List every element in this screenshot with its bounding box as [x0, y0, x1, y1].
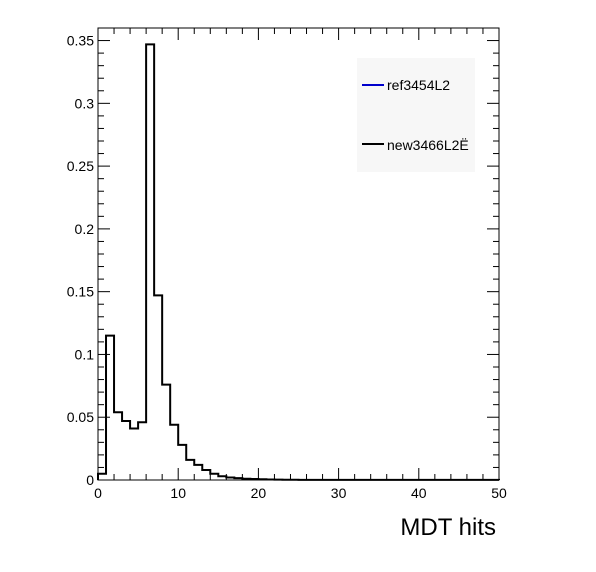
x-tick-label: 10	[170, 485, 186, 501]
y-axis-ticks: 0 0.05 0.1 0.15 0.2 0.25 0.3 0.35	[67, 27, 499, 488]
y-tick-label: 0.05	[67, 409, 94, 425]
y-tick-label: 0	[86, 472, 94, 488]
series-lines	[97, 43, 500, 481]
legend-label-ref: ref3454L2	[387, 77, 450, 93]
x-axis-ticks: 0 10 20 30 40 50	[94, 28, 507, 501]
y-tick-label: 0.35	[67, 33, 94, 49]
y-tick-label: 0.2	[75, 221, 95, 237]
legend: ref3454L2 new3466L2Ë	[357, 58, 475, 172]
legend-box	[357, 58, 475, 172]
x-tick-label: 40	[411, 485, 427, 501]
x-tick-label: 20	[251, 485, 267, 501]
x-tick-label: 50	[491, 485, 507, 501]
y-tick-label: 0.25	[67, 158, 94, 174]
y-tick-label: 0.15	[67, 284, 94, 300]
x-axis-title: MDT hits	[400, 514, 496, 541]
y-tick-label: 0.1	[75, 346, 95, 362]
x-tick-label: 30	[331, 485, 347, 501]
series-step-line-1	[97, 43, 500, 481]
x-tick-label: 0	[94, 485, 102, 501]
y-tick-label: 0.3	[75, 95, 95, 111]
legend-label-new: new3466L2Ë	[387, 137, 469, 153]
